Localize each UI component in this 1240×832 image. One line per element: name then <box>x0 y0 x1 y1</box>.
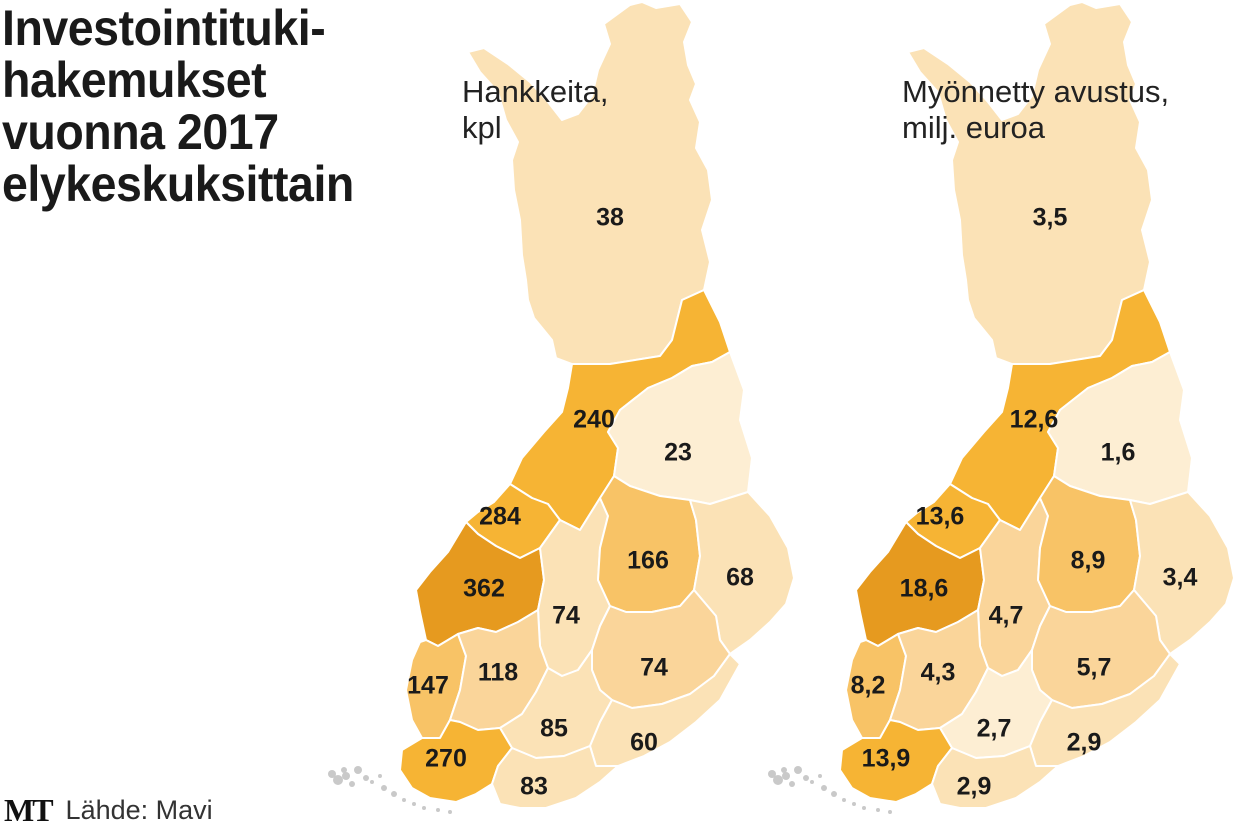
region-value-kaakkois-suomi: 60 <box>630 728 658 757</box>
map-title-line-2: kpl <box>462 110 502 145</box>
aland-island <box>422 806 426 810</box>
aland-island <box>842 798 846 802</box>
region-value-pohjois-savo: 166 <box>627 546 669 575</box>
region-value-pohjanmaa: 147 <box>407 671 449 700</box>
region-value-uusimaa: 2,9 <box>956 772 992 801</box>
region-value-pohjanmaa: 8,2 <box>850 671 886 700</box>
aland-island <box>436 808 440 812</box>
mt-logo: MT <box>4 791 54 828</box>
aland-island <box>333 775 343 785</box>
region-value-keski-pohjanmaa: 284 <box>479 502 521 531</box>
region-value-pohjois-pohjanmaa: 12,6 <box>1009 405 1059 434</box>
aland-island <box>803 775 809 781</box>
aland-island <box>448 810 452 814</box>
region-value-hame: 2,7 <box>976 714 1012 743</box>
aland-island <box>354 766 362 774</box>
region-value-varsinais-suomi: 270 <box>425 744 467 773</box>
map-title: Myönnetty avustus, milj. euroa <box>902 74 1169 146</box>
finland-map-shape <box>768 1 1235 814</box>
aland-island <box>782 772 790 780</box>
aland-island <box>862 806 866 810</box>
aland-island <box>768 770 776 778</box>
aland-island <box>341 767 347 773</box>
aland-island <box>831 791 837 797</box>
region-value-lappi: 38 <box>596 203 624 232</box>
aland-island <box>378 774 382 778</box>
title-line-3: vuonna 2017 <box>2 104 279 160</box>
map-title: Hankkeita, kpl <box>462 74 608 146</box>
map-myonnetty-avustus: Myönnetty avustus, milj. euroa 3,5 12,6 1,… <box>740 0 1240 832</box>
map-hankkeita: Hankkeita, kpl 38 240 23 284 362 74 166 68 147 11… <box>300 0 820 832</box>
region-lappi <box>907 1 1153 365</box>
region-value-etela-pohjanmaa: 18,6 <box>899 574 949 603</box>
region-lappi <box>467 1 713 365</box>
title-line-1: Investointituki- <box>2 0 326 56</box>
region-value-varsinais-suomi: 13,9 <box>861 744 911 773</box>
aland-island <box>852 802 856 806</box>
region-value-hame: 85 <box>540 714 568 743</box>
page-title: Investointituki- hakemukset vuonna 2017 … <box>2 2 411 210</box>
aland-island <box>370 780 374 784</box>
aland-island <box>342 772 350 780</box>
region-value-kaakkois-suomi: 2,9 <box>1066 728 1102 757</box>
aland-island <box>402 798 406 802</box>
region-uusimaa <box>931 745 1059 809</box>
region-value-uusimaa: 83 <box>520 772 548 801</box>
aland-island <box>412 802 416 806</box>
title-line-2: hakemukset <box>2 52 267 108</box>
region-value-keski-suomi: 74 <box>552 601 580 630</box>
aland-island <box>794 766 802 774</box>
region-value-pirkanmaa: 4,3 <box>920 658 956 687</box>
aland-island <box>888 810 892 814</box>
aland-island <box>773 775 783 785</box>
aland-island <box>818 774 822 778</box>
aland-island <box>349 781 355 787</box>
region-value-etela-savo: 74 <box>640 653 668 682</box>
source-line: MT Lähde: Mavi <box>4 792 213 828</box>
aland-island <box>789 781 795 787</box>
region-value-kainuu: 23 <box>664 438 692 467</box>
region-value-lappi: 3,5 <box>1032 203 1068 232</box>
region-value-pohjois-pohjanmaa: 240 <box>573 405 615 434</box>
region-value-kainuu: 1,6 <box>1100 438 1136 467</box>
finland-map-shape <box>328 1 795 814</box>
aland-island <box>381 785 387 791</box>
region-uusimaa <box>491 745 619 809</box>
aland-island <box>810 780 814 784</box>
region-pohjois-karjala <box>1129 491 1235 655</box>
map-title-line-2: milj. euroa <box>902 110 1045 145</box>
region-value-keski-suomi: 4,7 <box>988 601 1024 630</box>
title-line-4: elykeskuksittain <box>2 156 354 212</box>
region-value-etela-savo: 5,7 <box>1076 653 1112 682</box>
source-text: Lähde: Mavi <box>65 794 213 825</box>
aland-island <box>821 785 827 791</box>
map-title-line-1: Hankkeita, <box>462 74 609 109</box>
region-value-pohjois-karjala: 68 <box>726 563 754 592</box>
region-value-etela-pohjanmaa: 362 <box>463 574 505 603</box>
region-value-keski-pohjanmaa: 13,6 <box>915 502 965 531</box>
region-value-pirkanmaa: 118 <box>477 658 519 687</box>
aland-island <box>391 791 397 797</box>
region-pohjois-karjala <box>689 491 795 655</box>
aland-island <box>328 770 336 778</box>
aland-island <box>363 775 369 781</box>
region-value-pohjois-karjala: 3,4 <box>1162 563 1198 592</box>
map-title-line-1: Myönnetty avustus, <box>902 74 1170 109</box>
aland-island <box>781 767 787 773</box>
aland-island <box>876 808 880 812</box>
region-value-pohjois-savo: 8,9 <box>1070 546 1106 575</box>
